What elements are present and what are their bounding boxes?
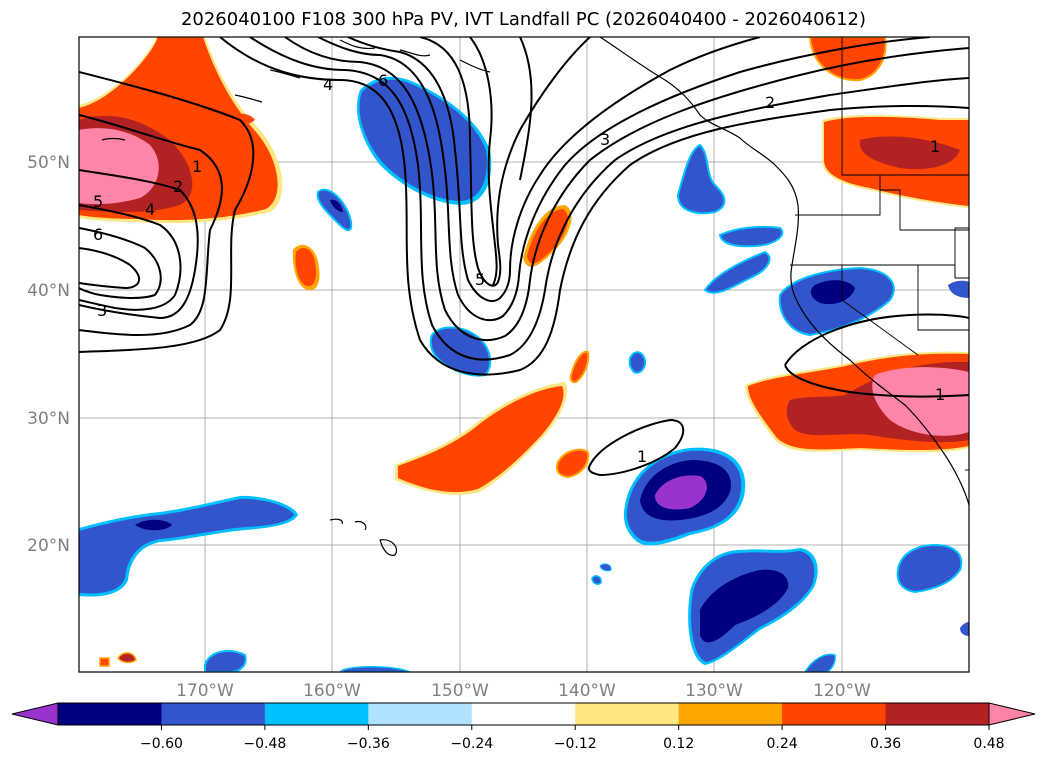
map-title: 2026040100 F108 300 hPa PV, IVT Landfall… xyxy=(180,9,867,30)
lon-label: 120°W xyxy=(813,681,871,701)
lat-label: 30°N xyxy=(27,409,70,429)
colorbar-tick-label: 0.48 xyxy=(973,736,1004,752)
colorbar-left-extension xyxy=(12,703,58,725)
contour-label: 1 xyxy=(637,447,647,466)
colorbar-tick-label: 0.24 xyxy=(767,736,798,752)
colorbar: −0.60 −0.48 −0.36 −0.24 −0.12 0.12 0.24 0.36 0.4… xyxy=(11,702,1036,752)
colorbar-segment xyxy=(471,703,576,725)
colorbar-segment xyxy=(885,703,990,725)
colorbar-segment xyxy=(58,703,162,725)
positive-anomaly-regions xyxy=(79,37,969,667)
land-borders xyxy=(790,37,969,471)
colorbar-tick-label: −0.60 xyxy=(140,736,183,752)
negative-anomaly-regions xyxy=(79,76,969,672)
colorbar-tick-label: 0.12 xyxy=(663,736,694,752)
colorbar-segment xyxy=(575,703,680,725)
contour-lines xyxy=(79,37,969,477)
contour-label: 5 xyxy=(93,192,103,211)
map-border xyxy=(78,36,970,673)
lon-label: 140°W xyxy=(558,681,616,701)
lat-labels: 50°N 40°N 30°N 20°N xyxy=(27,153,70,556)
contour-label: 1 xyxy=(930,137,940,156)
contour-label: 4 xyxy=(145,200,155,219)
contour-label: 6 xyxy=(378,71,388,90)
lat-label: 50°N xyxy=(27,153,70,173)
colorbar-segment xyxy=(264,703,369,725)
contour-label: 2 xyxy=(173,177,183,196)
contour-label: 6 xyxy=(93,225,103,244)
contour-label: 4 xyxy=(323,75,333,94)
colorbar-tick-label: −0.36 xyxy=(347,736,390,752)
lon-label: 160°W xyxy=(303,681,361,701)
colorbar-segment xyxy=(782,703,887,725)
colorbar-segment xyxy=(678,703,783,725)
lat-label: 20°N xyxy=(27,536,70,556)
colorbar-tick-label: −0.12 xyxy=(554,736,597,752)
lon-labels: 170°W 160°W 150°W 140°W 130°W 120°W xyxy=(176,681,871,701)
colorbar-tick-label: 0.36 xyxy=(870,736,901,752)
contour-label: 3 xyxy=(97,301,107,320)
coastlines xyxy=(101,37,969,556)
contour-label: 5 xyxy=(475,270,485,289)
colorbar-segment xyxy=(161,703,266,725)
contour-label: 3 xyxy=(600,130,610,149)
lon-label: 150°W xyxy=(431,681,489,701)
contour-label-group: 2 1 5 4 6 3 4 6 5 3 2 1 1 1 xyxy=(93,71,945,466)
contour-label: 1 xyxy=(935,385,945,404)
lat-label: 40°N xyxy=(27,281,70,301)
colorbar-segment xyxy=(368,703,473,725)
lon-label: 170°W xyxy=(176,681,234,701)
contour-label: 1 xyxy=(192,157,202,176)
lon-label: 130°W xyxy=(685,681,743,701)
colorbar-tick-label: −0.48 xyxy=(243,736,286,752)
colorbar-right-extension xyxy=(989,703,1035,725)
contour-label: 2 xyxy=(765,93,775,112)
colorbar-tick-label: −0.24 xyxy=(450,736,493,752)
